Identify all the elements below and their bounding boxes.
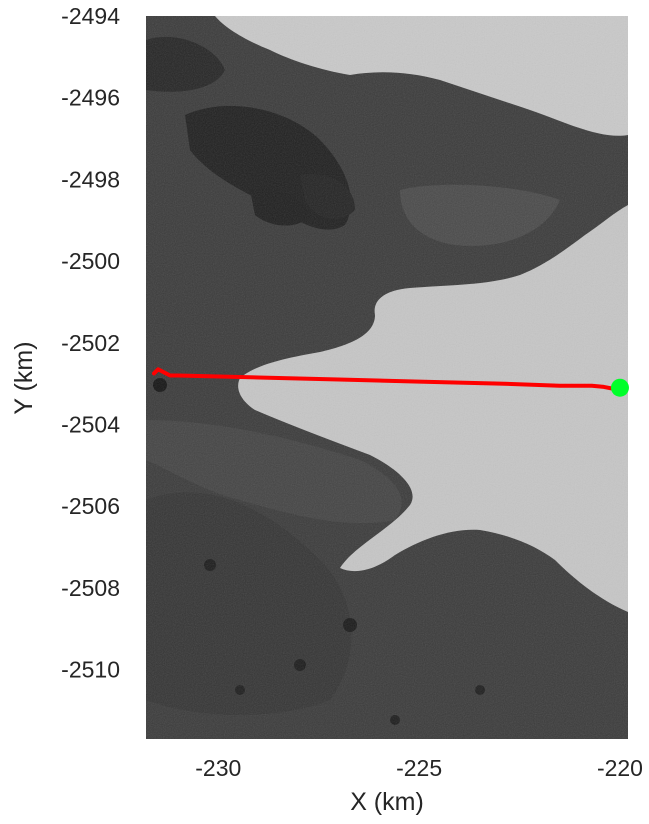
x-tick-label: -225 bbox=[396, 755, 442, 781]
y-tick-label: -2494 bbox=[61, 3, 120, 29]
series-layer bbox=[152, 367, 629, 397]
y-tick-label: -2504 bbox=[61, 411, 120, 437]
y-tick-label: -2500 bbox=[61, 248, 120, 274]
y-tick-label: -2498 bbox=[61, 166, 120, 192]
y-tick-label: -2496 bbox=[61, 85, 120, 111]
satellite-image bbox=[146, 16, 628, 739]
start-point-marker bbox=[610, 378, 629, 397]
x-tick-label: -220 bbox=[597, 755, 643, 781]
x-tick-labels: -230 -225 -220 bbox=[195, 755, 643, 781]
flowline-series bbox=[152, 367, 622, 392]
y-tick-label: -2508 bbox=[61, 575, 120, 601]
x-axis-label: X (km) bbox=[350, 788, 424, 816]
y-tick-label: -2502 bbox=[61, 330, 120, 356]
y-tick-labels: -2494 -2496 -2498 -2500 -2502 -2504 -2506 -2508… bbox=[61, 3, 120, 683]
x-tick-label: -230 bbox=[195, 755, 241, 781]
y-tick-label: -2510 bbox=[61, 657, 120, 683]
y-axis-label: Y (km) bbox=[10, 341, 38, 414]
y-tick-label: -2506 bbox=[61, 493, 120, 519]
